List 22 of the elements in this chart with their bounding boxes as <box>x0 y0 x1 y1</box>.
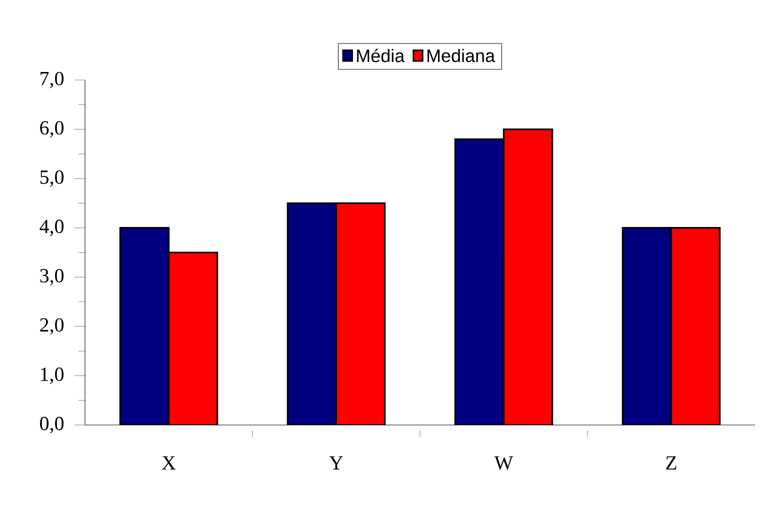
bar <box>454 138 505 425</box>
y-tick-label: 1,0 <box>41 368 64 384</box>
bar <box>670 227 721 425</box>
bar <box>286 202 338 425</box>
legend-label: Mediana <box>428 48 496 62</box>
y-tick-label: 6,0 <box>40 121 64 138</box>
x-tick-label: Y <box>329 456 343 470</box>
y-tick-label: 7,0 <box>40 72 64 88</box>
bar <box>622 227 672 425</box>
y-tick-label: 2,0 <box>40 318 64 335</box>
bar <box>335 202 386 425</box>
x-tick-label: X <box>162 456 176 470</box>
x-tick-label: Z <box>666 456 676 470</box>
x-tick-label: W <box>494 456 514 470</box>
y-tick-label: 4,0 <box>40 220 64 236</box>
bar <box>168 252 218 425</box>
y-tick-label: 0,0 <box>40 416 64 434</box>
y-tick-label: 3,0 <box>40 268 64 286</box>
legend-label: Média <box>357 48 405 62</box>
bar <box>502 128 554 425</box>
y-tick-label: 5,0 <box>40 170 64 187</box>
bar <box>119 227 170 425</box>
